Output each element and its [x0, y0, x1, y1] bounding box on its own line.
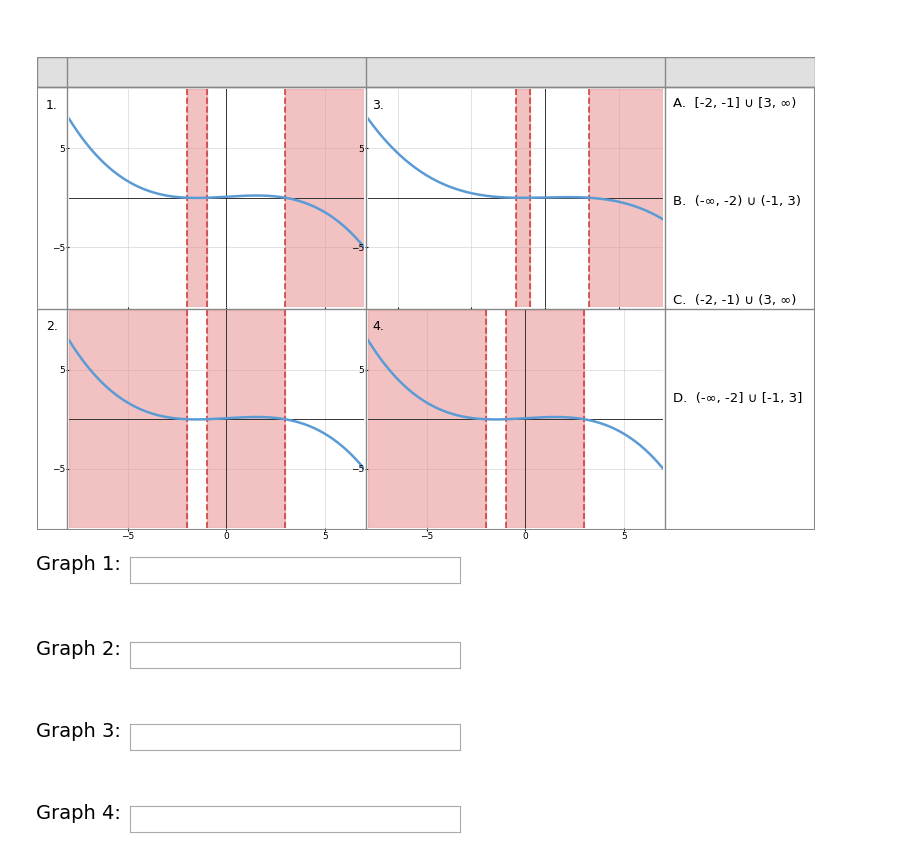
Text: 3.: 3.: [372, 99, 384, 112]
Text: 1.: 1.: [46, 99, 58, 112]
Bar: [37, 57, 815, 87]
Bar: [207, 311, 285, 528]
Bar: [515, 89, 530, 307]
Text: D.  (-∞, -2] ∪ [-1, 3]: D. (-∞, -2] ∪ [-1, 3]: [673, 392, 803, 405]
Text: ANSWER CHOICES: ANSWER CHOICES: [680, 66, 800, 79]
Text: Graph 4:: Graph 4:: [36, 804, 120, 823]
Text: 4.: 4.: [372, 320, 384, 333]
Bar: [505, 311, 584, 528]
Text: B.  (-∞, -2) ∪ (-1, 3): B. (-∞, -2) ∪ (-1, 3): [673, 196, 801, 209]
Text: Graph 1:: Graph 1:: [36, 555, 120, 574]
Bar: [187, 89, 207, 307]
Text: A.  [-2, -1] ∪ [3, ∞): A. [-2, -1] ∪ [3, ∞): [673, 97, 797, 110]
Text: Graph 3:: Graph 3:: [36, 722, 120, 741]
Bar: [69, 311, 187, 528]
Text: C.  (-2, -1) ∪ (3, ∞): C. (-2, -1) ∪ (3, ∞): [673, 294, 797, 307]
Bar: [368, 311, 486, 528]
Bar: [285, 89, 364, 307]
Text: Graph 2:: Graph 2:: [36, 640, 120, 659]
Text: 2.: 2.: [46, 320, 58, 333]
Bar: [589, 89, 663, 307]
Text: SET II: SET II: [342, 64, 390, 80]
